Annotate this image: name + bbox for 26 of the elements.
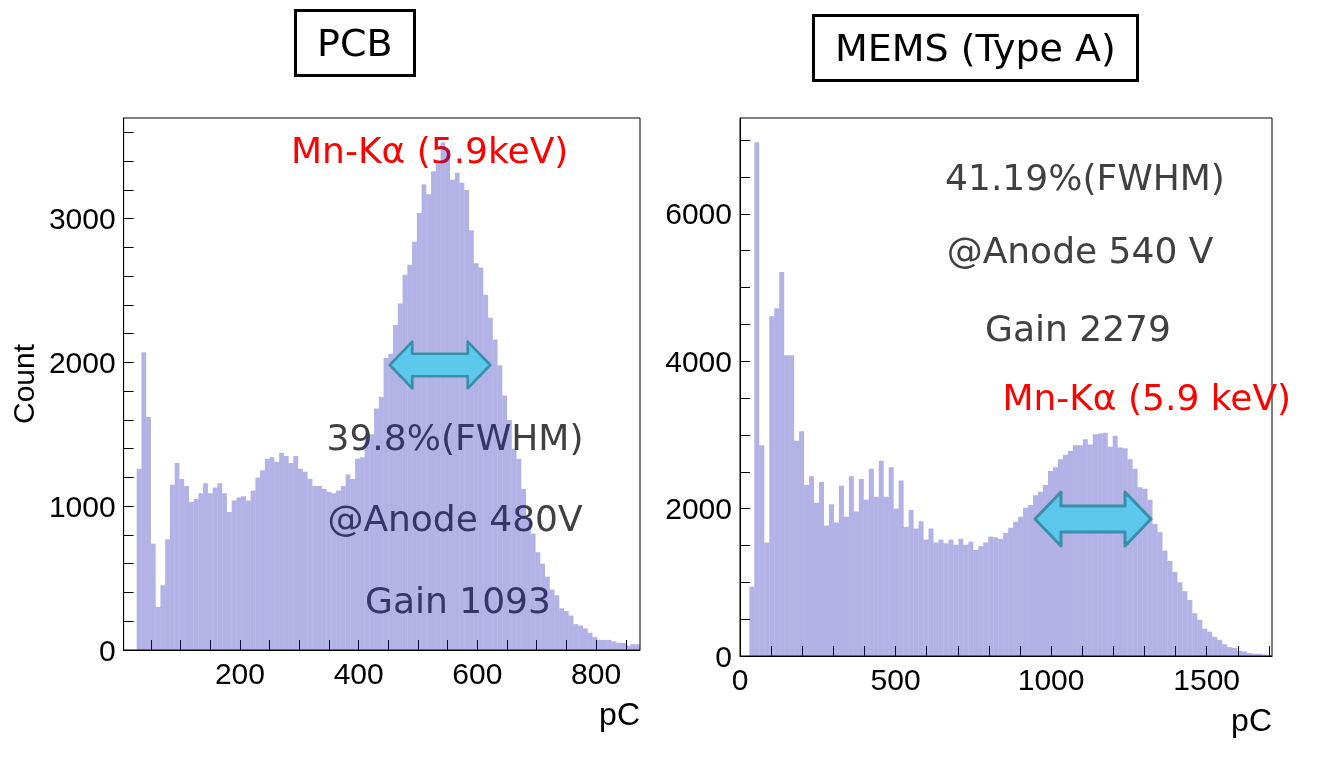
annotation: Mn-Kα (5.9keV) bbox=[291, 129, 569, 171]
annotation: @Anode 540 V bbox=[946, 229, 1214, 271]
annotation: 41.19%(FWHM) bbox=[945, 156, 1225, 198]
x-tick-label: 200 bbox=[214, 656, 265, 690]
y-tick-label: 1000 bbox=[48, 489, 116, 523]
x-tick-label: 500 bbox=[870, 662, 921, 696]
x-tick-label: 1500 bbox=[1173, 662, 1241, 696]
annotation: Gain 1093 bbox=[365, 579, 551, 621]
y-tick-label: 0 bbox=[98, 633, 116, 667]
annotation: Mn-Kα (5.9 keV) bbox=[1002, 377, 1292, 419]
x-tick-label: 400 bbox=[333, 656, 384, 690]
chart-title: PCB bbox=[317, 21, 393, 65]
x-tick-label: 600 bbox=[452, 656, 503, 690]
x-tick-label: 1000 bbox=[1017, 662, 1085, 696]
y-tick-label: 4000 bbox=[665, 344, 732, 378]
y-tick-label: 6000 bbox=[665, 197, 732, 231]
y-tick-label: 3000 bbox=[48, 202, 116, 236]
x-axis-title: pC bbox=[1231, 702, 1272, 738]
x-axis-title: pC bbox=[599, 696, 640, 732]
annotation: Gain 2279 bbox=[985, 307, 1171, 349]
y-tick-label: 2000 bbox=[48, 345, 116, 379]
y-axis-title: Count bbox=[6, 343, 40, 425]
y-tick-label: 2000 bbox=[665, 492, 732, 526]
chart-title: MEMS (Type A) bbox=[835, 26, 1116, 70]
x-tick-label: 800 bbox=[571, 656, 622, 690]
annotation: @Anode 480V bbox=[327, 497, 583, 539]
